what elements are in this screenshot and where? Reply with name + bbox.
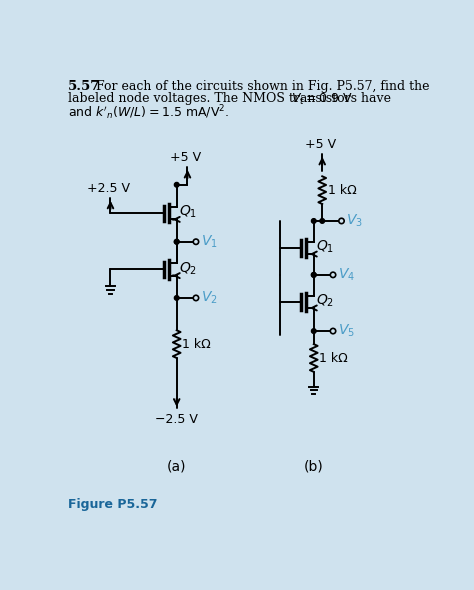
Text: $Q_1$: $Q_1$ xyxy=(316,239,334,255)
Text: $V_5$: $V_5$ xyxy=(337,323,355,339)
Text: +5 V: +5 V xyxy=(305,138,336,151)
Text: +2.5 V: +2.5 V xyxy=(87,182,130,195)
Text: −2.5 V: −2.5 V xyxy=(155,414,198,427)
Text: 1 kΩ: 1 kΩ xyxy=(328,183,356,196)
Text: 1 kΩ: 1 kΩ xyxy=(182,337,211,350)
Text: (b): (b) xyxy=(304,460,324,474)
Circle shape xyxy=(174,240,179,244)
Text: For each of the circuits shown in Fig. P5.57, find the: For each of the circuits shown in Fig. P… xyxy=(96,80,429,93)
Circle shape xyxy=(330,329,336,334)
Text: 1 kΩ: 1 kΩ xyxy=(319,352,348,365)
Circle shape xyxy=(311,219,316,223)
Circle shape xyxy=(311,273,316,277)
Circle shape xyxy=(330,272,336,277)
Text: and $k'_n(W/L) = 1.5\ \mathrm{mA/V^2}$.: and $k'_n(W/L) = 1.5\ \mathrm{mA/V^2}$. xyxy=(68,103,229,122)
Text: $Q_2$: $Q_2$ xyxy=(179,260,197,277)
Circle shape xyxy=(193,295,199,301)
Text: $V_t = 0.9\ \mathrm{V}$: $V_t = 0.9\ \mathrm{V}$ xyxy=(291,91,353,107)
Text: $Q_1$: $Q_1$ xyxy=(179,204,197,221)
Circle shape xyxy=(339,218,344,224)
Text: $V_4$: $V_4$ xyxy=(337,267,355,283)
Circle shape xyxy=(320,219,325,223)
Circle shape xyxy=(193,239,199,244)
Text: $V_3$: $V_3$ xyxy=(346,213,363,229)
Circle shape xyxy=(174,182,179,187)
Text: Figure P5.57: Figure P5.57 xyxy=(68,498,158,511)
Text: labeled node voltages. The NMOS transistors have: labeled node voltages. The NMOS transist… xyxy=(68,91,395,104)
Text: (a): (a) xyxy=(167,460,186,474)
Text: $Q_2$: $Q_2$ xyxy=(316,293,334,309)
Circle shape xyxy=(174,240,179,244)
Text: 5.57: 5.57 xyxy=(68,80,100,93)
Text: $V_2$: $V_2$ xyxy=(201,290,217,306)
Circle shape xyxy=(174,296,179,300)
Text: +5 V: +5 V xyxy=(170,151,201,164)
Circle shape xyxy=(311,273,316,277)
Circle shape xyxy=(311,329,316,333)
Text: $V_1$: $V_1$ xyxy=(201,234,217,250)
